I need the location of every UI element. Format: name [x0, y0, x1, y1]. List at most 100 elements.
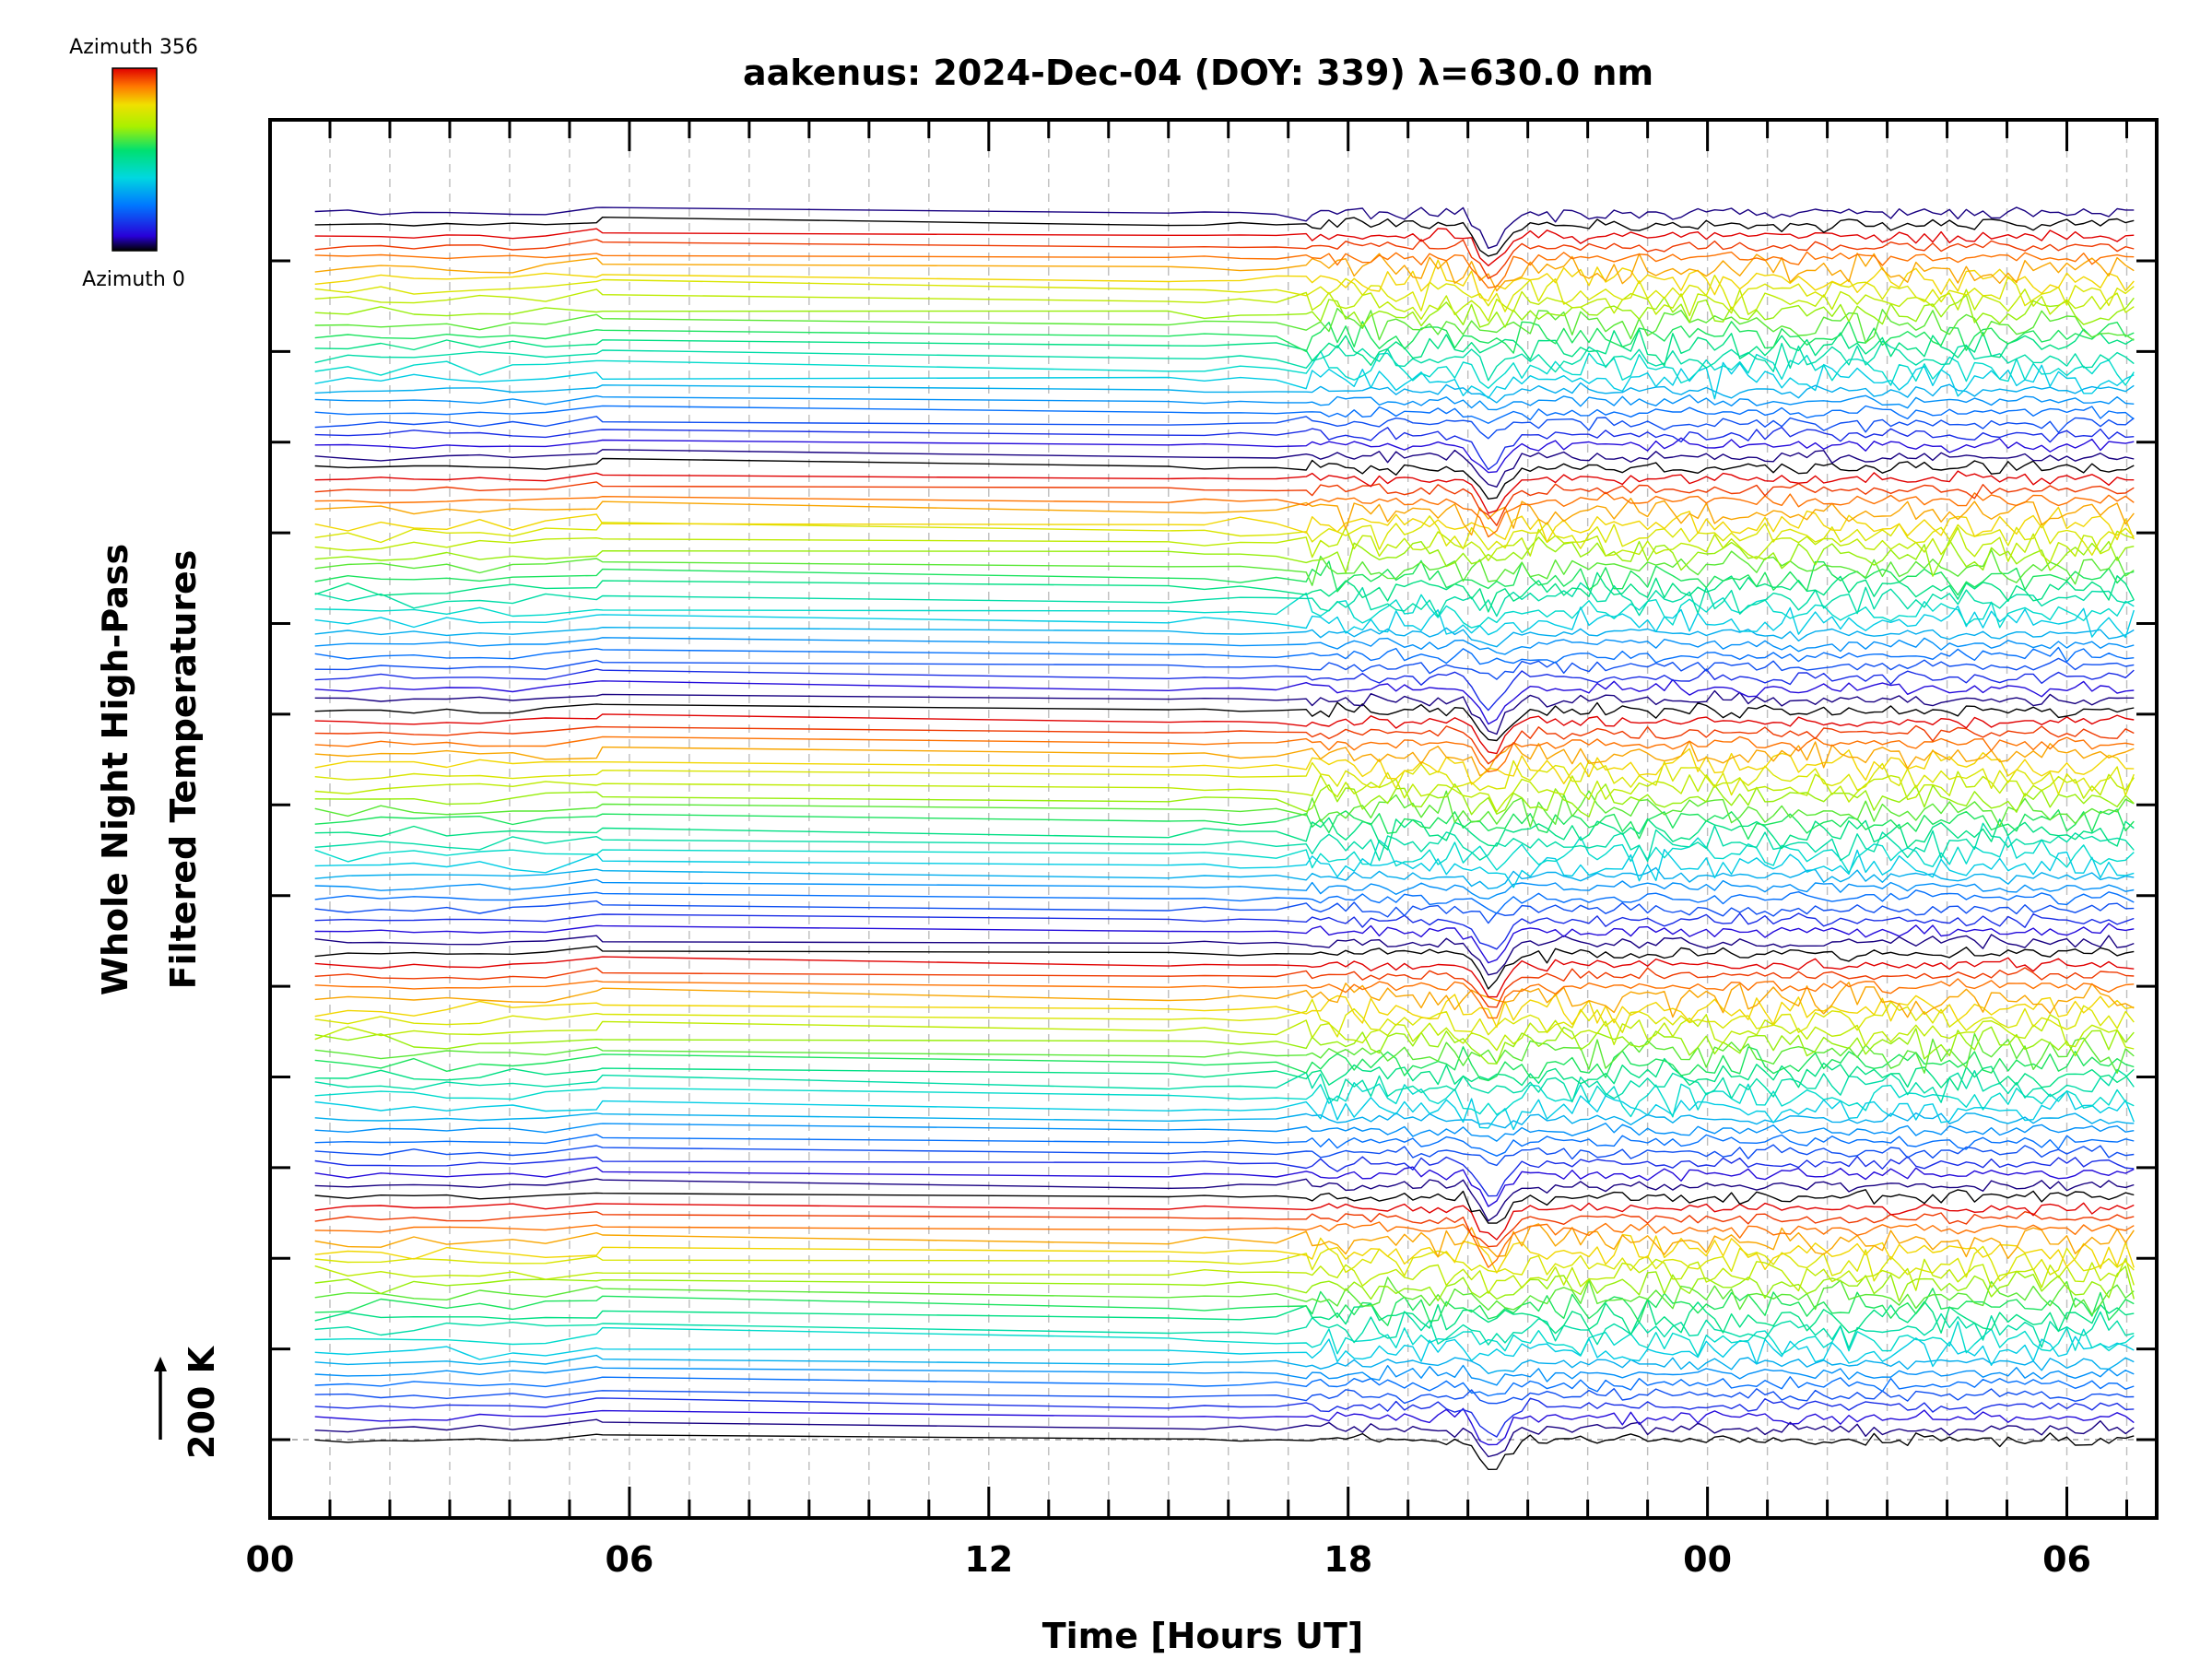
series-line — [314, 328, 2135, 367]
series-line — [314, 1298, 2135, 1335]
series-line — [314, 998, 2135, 1038]
series-line — [314, 627, 2135, 648]
series-line — [314, 307, 2135, 344]
series-line — [314, 1418, 2135, 1458]
series-line — [314, 605, 2135, 639]
series-line — [314, 657, 2135, 680]
series-line — [314, 1014, 2135, 1052]
series-line — [314, 449, 2135, 488]
series-line — [314, 923, 2135, 964]
series-line — [314, 783, 2135, 818]
series-line — [314, 437, 2135, 474]
series-line — [314, 993, 2135, 1029]
series-line — [314, 747, 2135, 785]
series-line — [314, 592, 2135, 629]
series-line — [314, 1311, 2135, 1349]
series-line — [314, 945, 2135, 990]
series-line — [314, 216, 2135, 257]
scale-arrow — [154, 1357, 167, 1440]
colorbar: Azimuth 356 Azimuth 0 — [69, 36, 198, 291]
series-line — [314, 1233, 2135, 1274]
chart-title: aakenus: 2024-Dec-04 (DOY: 339) λ=630.0 … — [743, 53, 1653, 93]
series-line — [314, 1288, 2135, 1326]
colorbar-min-label: Azimuth 0 — [82, 268, 185, 291]
series-line — [314, 668, 2135, 712]
series-line — [314, 1257, 2135, 1294]
series-line — [314, 967, 2135, 1008]
series-line — [314, 470, 2135, 514]
series-line — [314, 536, 2135, 577]
series-line — [314, 678, 2135, 725]
series-line — [314, 1057, 2135, 1091]
series-line — [314, 405, 2135, 424]
series-line — [314, 835, 2135, 874]
x-axis-ticks: 00 06 12 18 00 06 — [246, 120, 2129, 1580]
series-line — [314, 1354, 2135, 1375]
series-line — [314, 1223, 2135, 1260]
series-line — [314, 889, 2135, 914]
series-line — [314, 549, 2135, 586]
series-line — [314, 701, 2135, 742]
series-line — [314, 1090, 2135, 1131]
series-line — [314, 1166, 2135, 1207]
series-line — [314, 1123, 2135, 1142]
series-line — [314, 771, 2135, 813]
series-line — [314, 689, 2135, 735]
series-line — [314, 1376, 2135, 1397]
series-line — [314, 646, 2135, 665]
series-line — [314, 790, 2135, 828]
series-line — [314, 1221, 2135, 1268]
series-line — [314, 491, 2135, 538]
series-line — [314, 1026, 2135, 1065]
series-line — [314, 274, 2135, 312]
series-line — [314, 822, 2135, 863]
series-line — [314, 426, 2135, 471]
x-tick-label: 00 — [1683, 1539, 1732, 1580]
x-tick-label: 12 — [964, 1539, 1013, 1580]
series-line — [314, 1210, 2135, 1248]
x-axis-label: Time [Hours UT] — [1042, 1616, 1364, 1656]
series-line — [314, 713, 2135, 755]
x-tick-label: 06 — [2042, 1539, 2091, 1580]
series-line — [314, 251, 2135, 288]
colorbar-max-label: Azimuth 356 — [69, 36, 198, 59]
series-line — [314, 956, 2135, 998]
series-line — [314, 457, 2135, 500]
series-line — [314, 228, 2135, 266]
series-line — [314, 571, 2135, 613]
series-line — [314, 808, 2135, 841]
series-line — [314, 1134, 2135, 1157]
series-line — [314, 912, 2135, 950]
series-line — [314, 498, 2135, 536]
scale-label: 200 K — [182, 1345, 222, 1459]
colorbar-gradient — [112, 67, 158, 252]
series-line — [314, 1387, 2135, 1405]
series-line — [314, 759, 2135, 796]
series-line — [314, 934, 2135, 976]
series-line — [314, 1144, 2135, 1167]
series-line — [314, 735, 2135, 773]
series-line — [314, 259, 2135, 302]
series-line — [314, 817, 2135, 851]
series-line — [314, 878, 2135, 900]
series-line — [314, 1081, 2135, 1118]
series-line — [314, 849, 2135, 888]
series-line — [314, 288, 2135, 322]
grid-lines — [270, 120, 2157, 1518]
series-line — [314, 481, 2135, 526]
series-line — [314, 253, 2135, 292]
series-line — [314, 978, 2135, 1019]
series-line — [314, 515, 2135, 556]
series-line — [314, 361, 2135, 400]
series-line — [314, 1397, 2135, 1438]
series-line — [314, 724, 2135, 765]
series-line — [314, 1046, 2135, 1082]
series-line — [314, 1202, 2135, 1241]
series-line — [314, 1265, 2135, 1302]
series-line — [314, 740, 2135, 777]
series-line — [314, 1364, 2135, 1386]
series-line — [314, 559, 2135, 596]
series-line — [314, 350, 2135, 389]
series-line — [314, 1277, 2135, 1316]
